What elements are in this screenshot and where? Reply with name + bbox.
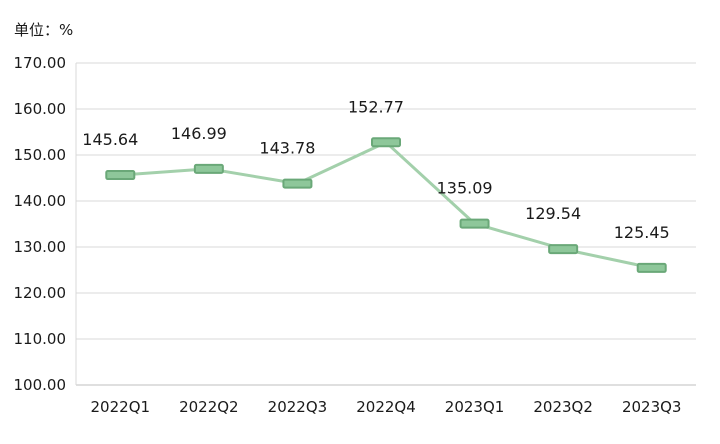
y-tick-label: 170.00 bbox=[14, 54, 67, 72]
x-tick-label: 2022Q4 bbox=[356, 398, 416, 416]
y-tick-label: 160.00 bbox=[14, 100, 67, 118]
series-markers bbox=[105, 137, 667, 273]
data-point-marker bbox=[636, 262, 667, 273]
y-tick-label: 110.00 bbox=[14, 330, 67, 348]
data-point-marker bbox=[193, 163, 224, 174]
y-tick-label: 120.00 bbox=[14, 284, 67, 302]
data-label: 125.45 bbox=[614, 223, 670, 242]
unit-label: 单位：% bbox=[14, 21, 74, 39]
x-tick-label: 2023Q3 bbox=[622, 398, 682, 416]
x-tick-label: 2022Q3 bbox=[268, 398, 328, 416]
data-point-marker bbox=[282, 178, 313, 189]
data-point-marker bbox=[371, 137, 401, 148]
x-tick-label: 2022Q2 bbox=[179, 398, 239, 416]
data-label: 143.78 bbox=[259, 139, 315, 158]
x-tick-label: 2023Q1 bbox=[445, 398, 505, 416]
y-tick-labels: 100.00 110.00 120.00 130.00 140.00 150.00 160.… bbox=[14, 54, 67, 394]
gridlines bbox=[75, 62, 696, 386]
data-point-marker bbox=[548, 244, 579, 255]
y-tick-label: 140.00 bbox=[14, 192, 67, 210]
x-tick-label: 2023Q2 bbox=[533, 398, 593, 416]
x-tick-labels: 2022Q1 2022Q2 2022Q3 2022Q4 2023Q1 2023Q2 2023… bbox=[91, 398, 682, 416]
data-label: 129.54 bbox=[525, 204, 581, 223]
x-tick-label: 2022Q1 bbox=[91, 398, 151, 416]
data-label: 152.77 bbox=[348, 97, 404, 116]
data-labels: 145.64 146.99 143.78 152.77 135.09 129.54 125.… bbox=[82, 97, 669, 242]
data-point-marker bbox=[105, 170, 136, 181]
y-tick-label: 150.00 bbox=[14, 146, 67, 164]
data-label: 146.99 bbox=[171, 124, 227, 143]
y-tick-label: 130.00 bbox=[14, 238, 67, 256]
data-label: 145.64 bbox=[82, 130, 138, 149]
y-tick-label: 100.00 bbox=[14, 376, 67, 394]
data-label: 135.09 bbox=[437, 179, 493, 198]
data-point-marker bbox=[459, 218, 490, 229]
